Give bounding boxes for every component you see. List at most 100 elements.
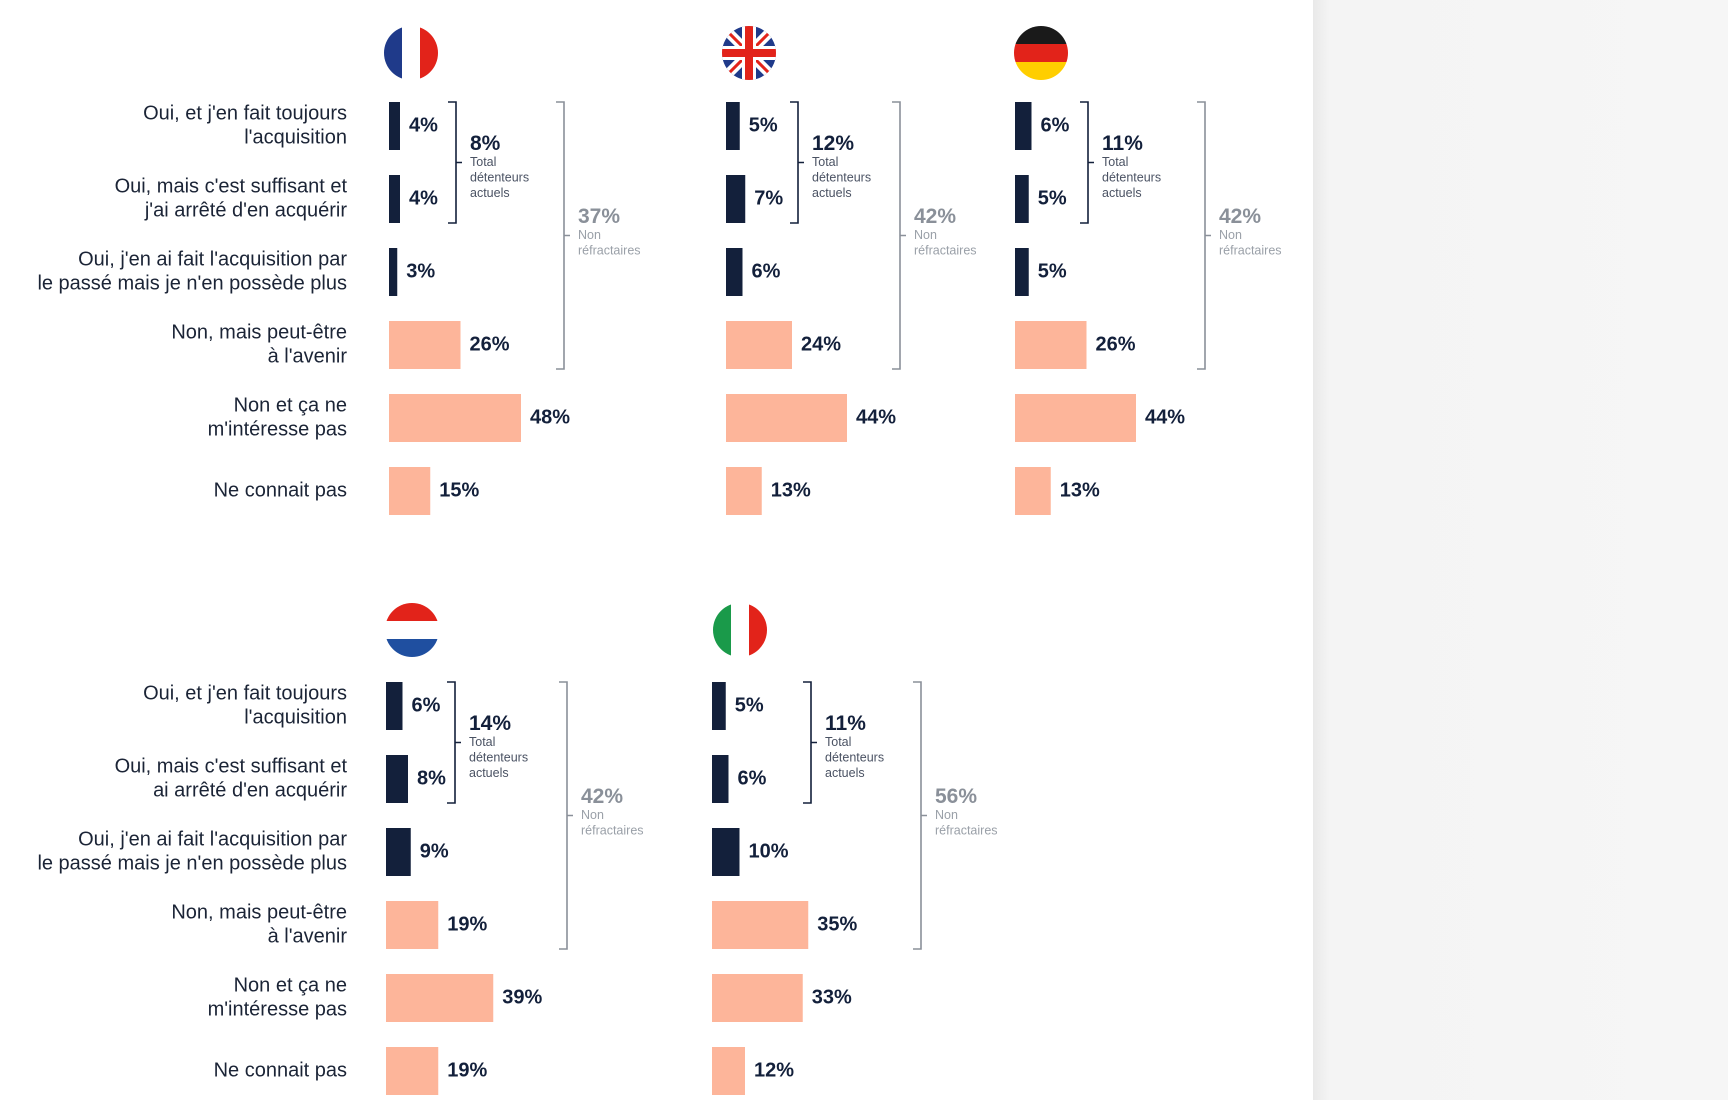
annotation-value: 14% [469, 712, 511, 735]
bracket [913, 681, 927, 950]
value-label: 44% [856, 406, 896, 428]
annotation-text: Total [812, 155, 838, 169]
bracket [1080, 101, 1094, 224]
category-label: Oui, et j'en fait toujours [143, 102, 347, 124]
category-label: le passé mais je n'en possède plus [37, 852, 347, 874]
bar [389, 175, 400, 223]
annotation-text: actuels [825, 766, 865, 780]
bar [389, 321, 461, 369]
value-label: 4% [409, 114, 438, 136]
bar [712, 828, 740, 876]
bar [389, 467, 431, 515]
value-label: 8% [417, 767, 446, 789]
annotation-text: détenteurs [469, 750, 528, 764]
side-panel [1313, 0, 1728, 1100]
category-label: Non, mais peut-être [171, 321, 347, 343]
bar [386, 682, 403, 730]
annotation-value: 56% [935, 785, 977, 808]
bracket [790, 101, 804, 224]
category-label: le passé mais je n'en possède plus [37, 272, 347, 294]
value-label: 6% [752, 260, 781, 282]
bracket [448, 101, 462, 224]
value-label: 26% [470, 333, 510, 355]
annotation-text: détenteurs [470, 170, 529, 184]
bracket [447, 681, 461, 804]
category-label: Non et ça ne [234, 394, 347, 416]
annotation-text: actuels [1102, 186, 1142, 200]
value-label: 39% [502, 986, 542, 1008]
category-label: Oui, et j'en fait toujours [143, 682, 347, 704]
value-label: 5% [735, 694, 764, 716]
flag-germany [1014, 26, 1068, 80]
bar [726, 175, 746, 223]
category-label: Oui, j'en ai fait l'acquisition par [78, 248, 347, 270]
value-label: 24% [801, 333, 841, 355]
value-label: 48% [530, 406, 570, 428]
annotation-value: 11% [825, 712, 866, 735]
bar [712, 901, 809, 949]
flag-france [384, 26, 438, 80]
category-label: Oui, mais c'est suffisant et [115, 755, 348, 777]
value-label: 9% [420, 840, 449, 862]
value-label: 26% [1096, 333, 1136, 355]
category-label: Non, mais peut-être [171, 901, 347, 923]
annotation-text: actuels [469, 766, 509, 780]
value-label: 4% [409, 187, 438, 209]
annotation-text: Total [1102, 155, 1128, 169]
annotation-text: détenteurs [825, 750, 884, 764]
bar [386, 901, 439, 949]
value-label: 13% [771, 479, 811, 501]
annotation-text: actuels [470, 186, 510, 200]
annotation-text: Non [581, 808, 604, 822]
value-label: 10% [749, 840, 789, 862]
value-label: 19% [447, 1059, 487, 1081]
category-label: Ne connait pas [214, 479, 347, 501]
value-label: 5% [1038, 187, 1067, 209]
category-label: à l'avenir [268, 345, 348, 367]
value-label: 33% [812, 986, 852, 1008]
bar [726, 248, 743, 296]
annotation-text: réfractaires [935, 823, 998, 837]
annotation-text: réfractaires [581, 823, 644, 837]
annotation-text: réfractaires [914, 243, 977, 257]
annotation-text: Non [935, 808, 958, 822]
annotation-value: 42% [1219, 205, 1261, 228]
bar [386, 828, 411, 876]
category-label: j'ai arrêté d'en acquérir [144, 199, 348, 221]
category-label: Ne connait pas [214, 1059, 347, 1081]
bar [726, 102, 740, 150]
annotation-text: actuels [812, 186, 852, 200]
annotation-text: détenteurs [812, 170, 871, 184]
value-label: 7% [754, 187, 783, 209]
annotation-value: 8% [470, 132, 501, 155]
category-label: Oui, mais c'est suffisant et [115, 175, 348, 197]
flag-netherlands [385, 603, 439, 657]
bar [1015, 321, 1087, 369]
category-label: m'intéresse pas [208, 998, 347, 1020]
annotation-value: 37% [578, 205, 620, 228]
bar [389, 394, 521, 442]
bar [1015, 175, 1029, 223]
value-label: 5% [1038, 260, 1067, 282]
bar [1015, 467, 1051, 515]
category-label: Non et ça ne [234, 974, 347, 996]
flag-uk [722, 26, 776, 80]
value-label: 5% [749, 114, 778, 136]
bar [1015, 248, 1029, 296]
bar [712, 682, 726, 730]
annotation-text: Non [914, 228, 937, 242]
bar [726, 467, 762, 515]
annotation-text: réfractaires [1219, 243, 1282, 257]
value-label: 6% [412, 694, 441, 716]
bar [712, 755, 729, 803]
bar [726, 394, 847, 442]
category-label: l'acquisition [244, 126, 347, 148]
bar [726, 321, 792, 369]
annotation-value: 12% [812, 132, 854, 155]
value-label: 6% [1041, 114, 1070, 136]
bar [1015, 394, 1136, 442]
bar [386, 974, 494, 1022]
bracket [559, 681, 573, 950]
bracket [892, 101, 906, 370]
